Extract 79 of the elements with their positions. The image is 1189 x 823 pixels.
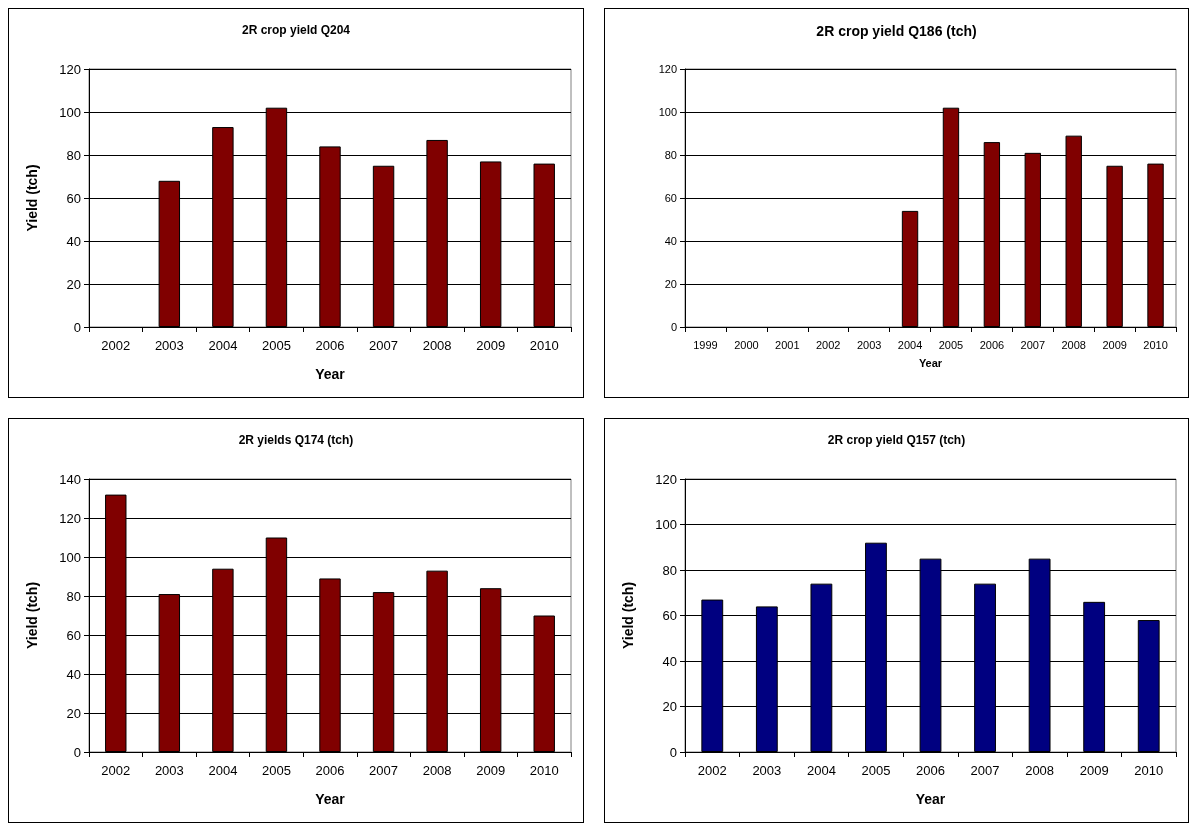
- x-tick-label: 2006: [315, 338, 345, 353]
- y-tick-label: 100: [59, 549, 81, 565]
- x-tick-label: 2003: [752, 763, 782, 778]
- x-tick-label: 2001: [775, 338, 800, 351]
- x-tick-label: 2010: [1143, 338, 1168, 351]
- x-tick-label: 2005: [261, 763, 291, 778]
- y-tick-label: 0: [73, 319, 81, 335]
- x-tick-label: 2003: [154, 338, 184, 353]
- y-tick-label: 100: [655, 517, 677, 532]
- y-axis-title: Yield (tch): [24, 164, 40, 232]
- x-tick-label: 2002: [815, 338, 841, 351]
- x-tick-label: 2004: [806, 763, 836, 778]
- y-tick-label: 120: [59, 510, 81, 526]
- y-tick-label: 80: [66, 147, 81, 163]
- y-tick-label: 40: [66, 233, 81, 249]
- chart-title: 2R crop yield Q186 (tch): [816, 23, 977, 39]
- y-tick-label: 20: [66, 705, 81, 721]
- x-tick-label: 2006: [916, 763, 945, 778]
- x-axis-title: Year: [918, 356, 943, 369]
- chart-title: 2R yields Q174 (tch): [238, 433, 354, 447]
- x-tick-label: 2010: [1134, 763, 1164, 778]
- y-tick-label: 120: [655, 471, 677, 487]
- x-tick-label: 2004: [208, 763, 238, 778]
- y-axis-title: Yield (tch): [24, 581, 40, 650]
- x-tick-label: 2010: [529, 763, 559, 778]
- x-tick-label: 2008: [422, 763, 452, 778]
- x-tick-label: 2009: [476, 763, 506, 778]
- y-tick-label: 20: [66, 276, 81, 292]
- y-tick-label: 80: [662, 562, 677, 578]
- x-tick-label: 2006: [979, 338, 1005, 351]
- y-tick-label: 60: [664, 192, 677, 204]
- x-tick-label: 2004: [897, 338, 923, 351]
- y-tick-label: 60: [662, 608, 677, 623]
- x-tick-label: 2005: [938, 338, 964, 351]
- x-tick-label: 1999: [693, 338, 718, 351]
- y-tick-label: 0: [73, 744, 81, 760]
- y-tick-label: 0: [670, 321, 677, 333]
- x-tick-label: 2009: [1102, 338, 1127, 351]
- x-tick-label: 2008: [1025, 763, 1055, 778]
- x-tick-label: 2002: [101, 338, 131, 353]
- y-tick-label: 120: [658, 63, 677, 75]
- x-tick-label: 2007: [970, 763, 1000, 778]
- x-tick-label: 2005: [861, 763, 891, 778]
- x-tick-label: 2002: [697, 763, 727, 778]
- x-tick-label: 2005: [261, 338, 291, 353]
- x-tick-label: 2003: [154, 763, 184, 778]
- y-tick-label: 60: [66, 190, 81, 206]
- y-tick-label: 80: [664, 149, 677, 161]
- y-tick-label: 60: [66, 627, 81, 643]
- y-tick-label: 0: [669, 744, 677, 760]
- y-tick-label: 100: [59, 104, 81, 120]
- x-tick-label: 2006: [315, 763, 345, 778]
- y-tick-label: 20: [664, 278, 677, 290]
- y-tick-label: 80: [66, 588, 81, 604]
- x-tick-label: 2009: [476, 338, 506, 353]
- x-axis-title: Year: [915, 791, 946, 807]
- y-tick-label: 100: [658, 106, 677, 118]
- chart-title: 2R crop yield Q204: [241, 23, 351, 37]
- x-tick-label: 2007: [1020, 338, 1046, 351]
- y-tick-label: 40: [664, 235, 677, 247]
- x-tick-label: 2008: [422, 338, 452, 353]
- x-tick-label: 2007: [369, 763, 399, 778]
- x-tick-label: 2004: [208, 338, 238, 353]
- x-tick-label: 2002: [101, 763, 131, 778]
- y-tick-label: 20: [662, 699, 677, 714]
- y-tick-label: 120: [59, 61, 81, 77]
- x-tick-label: 2009: [1079, 763, 1109, 778]
- y-tick-label: 140: [59, 471, 81, 487]
- y-axis-title: Yield (tch): [620, 581, 636, 650]
- chart-title: 2R crop yield Q157 (tch): [827, 433, 966, 447]
- x-tick-label: 2010: [529, 338, 559, 353]
- x-axis-title: Year: [315, 366, 346, 382]
- x-axis-title: Year: [315, 791, 346, 807]
- x-tick-label: 2008: [1061, 338, 1086, 351]
- y-tick-label: 40: [662, 653, 677, 669]
- x-tick-label: 2007: [369, 338, 399, 353]
- x-tick-label: 2003: [856, 338, 882, 351]
- y-tick-label: 40: [66, 666, 81, 682]
- x-tick-label: 2000: [734, 338, 759, 351]
